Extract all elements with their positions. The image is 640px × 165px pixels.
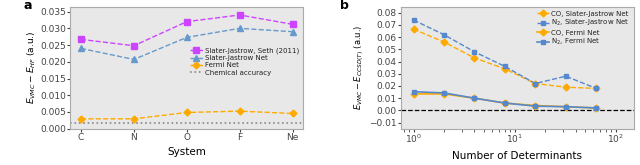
Slater-Jastrow, Seth (2011) bbox=[289, 23, 296, 25]
N$_2$, Slater-Jastrow Net bbox=[410, 19, 417, 21]
CO, Slater-Jastrow Net bbox=[562, 86, 570, 88]
Text: b: b bbox=[340, 0, 349, 12]
N$_2$, Slater-Jastrow Net bbox=[440, 34, 448, 36]
Line: Slater-Jastrow, Seth (2011): Slater-Jastrow, Seth (2011) bbox=[78, 12, 296, 49]
CO, Fermi Net bbox=[562, 106, 570, 108]
N$_2$, Slater-Jastrow Net bbox=[501, 66, 509, 67]
CO, Fermi Net bbox=[440, 93, 448, 95]
Line: Slater-Jastrow Net: Slater-Jastrow Net bbox=[78, 25, 296, 63]
Fermi Net bbox=[289, 113, 296, 115]
CO, Slater-Jastrow Net bbox=[410, 28, 417, 30]
Fermi Net bbox=[183, 112, 191, 114]
Slater-Jastrow Net bbox=[130, 58, 138, 60]
N$_2$, Fermi Net bbox=[410, 91, 417, 93]
CO, Slater-Jastrow Net bbox=[470, 57, 478, 59]
Fermi Net bbox=[236, 110, 243, 112]
Line: CO, Slater-Jastrow Net: CO, Slater-Jastrow Net bbox=[411, 27, 598, 91]
Chemical accuracy bbox=[77, 122, 85, 124]
N$_2$, Fermi Net bbox=[562, 106, 570, 108]
N$_2$, Fermi Net bbox=[470, 97, 478, 99]
CO, Fermi Net bbox=[410, 93, 417, 95]
Slater-Jastrow Net bbox=[183, 36, 191, 38]
Slater-Jastrow Net bbox=[77, 47, 85, 49]
N$_2$, Fermi Net bbox=[440, 92, 448, 94]
Slater-Jastrow Net bbox=[236, 27, 243, 29]
CO, Fermi Net bbox=[501, 102, 509, 104]
Text: a: a bbox=[24, 0, 33, 12]
Line: N$_2$, Fermi Net: N$_2$, Fermi Net bbox=[411, 89, 598, 110]
N$_2$, Slater-Jastrow Net bbox=[593, 87, 600, 89]
CO, Slater-Jastrow Net bbox=[501, 68, 509, 70]
N$_2$, Slater-Jastrow Net bbox=[531, 82, 539, 84]
Fermi Net bbox=[77, 118, 85, 120]
Slater-Jastrow, Seth (2011) bbox=[130, 45, 138, 47]
Chemical accuracy bbox=[130, 122, 138, 124]
Slater-Jastrow Net bbox=[289, 31, 296, 33]
Fermi Net bbox=[130, 118, 138, 120]
X-axis label: Number of Determinants: Number of Determinants bbox=[452, 151, 582, 161]
Legend: Slater-Jastrow, Seth (2011), Slater-Jastrow Net, Fermi Net, Chemical accuracy: Slater-Jastrow, Seth (2011), Slater-Jast… bbox=[189, 47, 300, 77]
CO, Fermi Net bbox=[531, 104, 539, 106]
Slater-Jastrow, Seth (2011) bbox=[77, 38, 85, 40]
CO, Fermi Net bbox=[470, 97, 478, 99]
Slater-Jastrow, Seth (2011) bbox=[183, 21, 191, 23]
Line: N$_2$, Slater-Jastrow Net: N$_2$, Slater-Jastrow Net bbox=[411, 18, 598, 91]
Line: CO, Fermi Net: CO, Fermi Net bbox=[411, 91, 598, 110]
Y-axis label: $E_{VMC} - E_{HF}$ (a.u.): $E_{VMC} - E_{HF}$ (a.u.) bbox=[25, 31, 38, 104]
Slater-Jastrow, Seth (2011) bbox=[236, 14, 243, 16]
Legend: CO, Slater-Jastrow Net, N$_2$, Slater-Jastrow Net, CO, Fermi Net, N$_2$, Fermi N: CO, Slater-Jastrow Net, N$_2$, Slater-Ja… bbox=[536, 10, 630, 48]
N$_2$, Fermi Net bbox=[593, 107, 600, 109]
CO, Slater-Jastrow Net bbox=[440, 41, 448, 43]
Y-axis label: $E_{VMC} - E_{CCSD(T)}$ (a.u.): $E_{VMC} - E_{CCSD(T)}$ (a.u.) bbox=[353, 25, 366, 110]
N$_2$, Fermi Net bbox=[531, 105, 539, 107]
X-axis label: System: System bbox=[167, 147, 206, 157]
CO, Slater-Jastrow Net bbox=[531, 82, 539, 84]
N$_2$, Slater-Jastrow Net bbox=[470, 51, 478, 53]
Line: Fermi Net: Fermi Net bbox=[79, 109, 295, 121]
CO, Slater-Jastrow Net bbox=[593, 87, 600, 89]
N$_2$, Slater-Jastrow Net bbox=[562, 75, 570, 77]
N$_2$, Fermi Net bbox=[501, 102, 509, 104]
CO, Fermi Net bbox=[593, 107, 600, 109]
